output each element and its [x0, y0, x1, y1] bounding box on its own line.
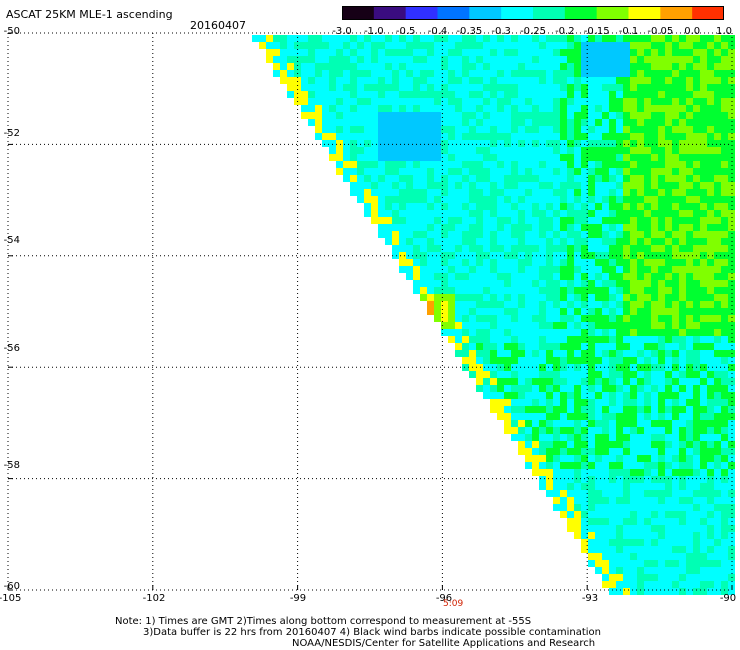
colorbar-swatch	[628, 6, 661, 20]
colorbar-swatch	[564, 6, 598, 20]
lat-label-56: -56	[3, 343, 20, 354]
lon-label-90: -90	[719, 593, 737, 604]
colorbar-label: -0.5	[395, 26, 416, 37]
lat-label-54: -54	[3, 235, 20, 246]
lon-label-96: -96	[435, 593, 453, 604]
note-line-2: 3)Data buffer is 22 hrs from 20160407 4)…	[143, 627, 601, 638]
colorbar-label: 0.0	[684, 26, 701, 37]
colorbar-swatch	[596, 6, 629, 20]
lat-label-60: -60	[3, 581, 20, 592]
lon-label-99: -99	[289, 593, 307, 604]
colorbar-label: -0.2	[555, 26, 575, 37]
colorbar-label: -0.15	[583, 26, 610, 37]
colorbar-label: -3.0	[332, 26, 352, 37]
lon-label-102: -102	[142, 593, 166, 604]
colorbar-labels: -3.0 -1.0 -0.5 -0.4 -0.35 -0.3 -0.25 -0.2 -0.15-…	[322, 26, 737, 38]
colorbar	[342, 6, 724, 20]
colorbar-label: -0.05	[647, 26, 674, 37]
colorbar-label: -0.3	[491, 26, 511, 37]
colorbar-swatch	[469, 6, 502, 20]
colorbar-label: 1.0	[716, 26, 732, 37]
colorbar-swatch	[437, 6, 470, 20]
graticule	[7, 32, 733, 591]
colorbar-label: -0.35	[456, 26, 483, 37]
colorbar-swatch	[692, 6, 724, 20]
lon-label-93: -93	[581, 593, 599, 604]
lat-label-52: -52	[3, 128, 20, 139]
colorbar-swatch	[501, 6, 534, 20]
product-date: 20160407	[190, 19, 246, 32]
note-line-3: NOAA/NESDIS/Center for Satellite Applica…	[292, 638, 596, 649]
colorbar-swatch	[373, 6, 407, 20]
product-title: ASCAT 25KM MLE-1 ascending	[6, 8, 173, 21]
lat-label-58: -58	[3, 460, 20, 471]
colorbar-swatch	[533, 6, 566, 20]
colorbar-label: -0.25	[520, 26, 546, 37]
wind-field	[252, 35, 735, 595]
colorbar-label: -0.4	[427, 26, 448, 37]
colorbar-label: -1.0	[364, 26, 384, 37]
time-label: 5:09	[443, 599, 464, 609]
lat-label-50: -50	[3, 26, 20, 37]
colorbar-swatch	[342, 6, 375, 20]
note-line-1: Note: 1) Times are GMT 2)Times along bot…	[115, 616, 532, 627]
colorbar-label: -0.1	[618, 26, 639, 37]
colorbar-swatch	[405, 6, 438, 20]
colorbar-swatch	[660, 6, 693, 20]
lon-label-105: -105	[0, 593, 22, 604]
axis-ticks	[7, 32, 733, 591]
